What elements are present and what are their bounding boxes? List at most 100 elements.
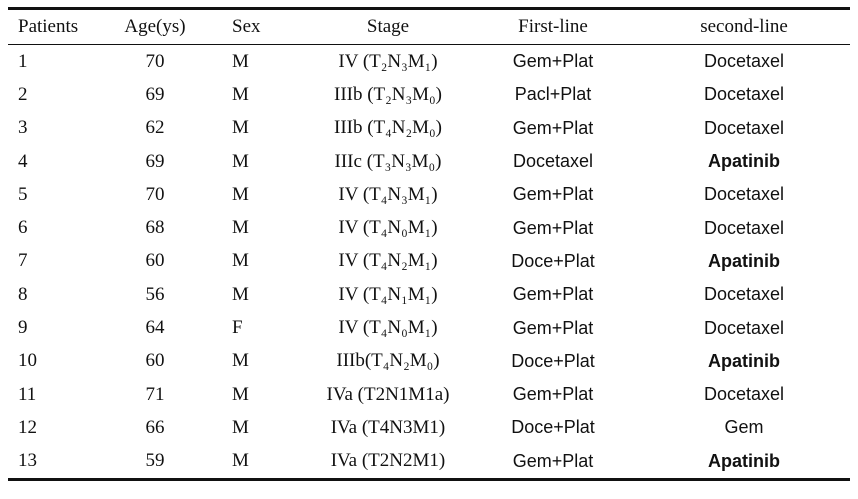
table-cell: Docetaxel [703, 384, 785, 405]
table-row: 3 62 M IIIb (T₄N₂M₀) Gem+Plat Docetaxel [8, 112, 850, 145]
table-cell: IIIb (T₂N₃M₀) [334, 83, 442, 105]
table-cell: IV (T₄N₁M₁) [338, 283, 438, 305]
table-cell: 9 [18, 317, 28, 339]
table-cell: Apatinib [708, 151, 780, 172]
table-cell: M [232, 183, 249, 205]
table-cell: Pacl+Plat [514, 84, 592, 105]
table-cell: Gem+Plat [512, 450, 594, 471]
table-cell: M [232, 416, 249, 438]
table-cell: 70 [145, 183, 165, 205]
header-cell: second-line [700, 16, 788, 37]
table-cell: M [232, 217, 249, 239]
table-cell: Gem+Plat [512, 51, 594, 72]
table-cell: Doce+Plat [511, 350, 595, 371]
table-cell: Apatinib [708, 250, 780, 271]
table-row: 10 60 M IIIb(T₄N₂M₀) Doce+Plat Apatinib [8, 345, 850, 378]
table-cell: Apatinib [708, 450, 780, 471]
table-cell: Gem+Plat [512, 384, 594, 405]
table-cell: 56 [145, 283, 165, 305]
header-cell: Sex [232, 16, 261, 37]
table-cell: IV (T₄N₂M₁) [338, 250, 438, 272]
header-cell: Age(ys) [124, 16, 186, 37]
table-header: Patients Age(ys) Sex Stage First-line second-… [8, 8, 850, 45]
table-cell: Docetaxel [703, 117, 785, 138]
table-cell: Apatinib [708, 350, 780, 371]
table-cell: M [232, 150, 249, 172]
table-cell: Docetaxel [703, 84, 785, 105]
table-cell: M [232, 83, 249, 105]
table-row: 7 60 M IV (T₄N₂M₁) Doce+Plat Apatinib [8, 245, 850, 278]
table-cell: M [232, 383, 249, 405]
table-cell: M [232, 450, 249, 472]
table-cell: Gem+Plat [512, 117, 594, 138]
table-cell: M [232, 350, 249, 372]
table-row: 11 71 M IVa (T2N1M1a) Gem+Plat Docetaxel [8, 378, 850, 411]
table-cell: IVa (T2N1M1a) [326, 383, 450, 405]
table-cell: 7 [18, 250, 28, 272]
table-cell: 64 [145, 317, 165, 339]
table-row: 8 56 M IV (T₄N₁M₁) Gem+Plat Docetaxel [8, 278, 850, 311]
table-cell: 60 [145, 350, 165, 372]
table-cell: IV (T₄N₀M₁) [338, 317, 438, 339]
table-cell: Gem+Plat [512, 284, 594, 305]
table-cell: Doce+Plat [511, 417, 595, 438]
table-cell: 60 [145, 250, 165, 272]
table-cell: IVa (T4N3M1) [330, 416, 446, 438]
table-cell: 70 [145, 50, 165, 72]
table-row: 4 69 M IIIc (T₃N₃M₀) Docetaxel Apatinib [8, 145, 850, 178]
table-cell: 1 [18, 50, 28, 72]
table-cell: Docetaxel [512, 151, 594, 172]
table-cell: 59 [145, 450, 165, 472]
table-row: 2 69 M IIIb (T₂N₃M₀) Pacl+Plat Docetaxel [8, 78, 850, 111]
table-row: 9 64 F IV (T₄N₀M₁) Gem+Plat Docetaxel [8, 311, 850, 344]
table-cell: Gem+Plat [512, 217, 594, 238]
table-cell: 11 [18, 383, 37, 405]
table-cell: Gem [724, 417, 764, 438]
table-cell: IVa (T2N2M1) [330, 450, 446, 472]
table-cell: M [232, 117, 249, 139]
table-cell: Docetaxel [703, 284, 785, 305]
table-cell: IV (T₂N₃M₁) [338, 50, 438, 72]
table-cell: 69 [145, 83, 165, 105]
table-cell: Gem+Plat [512, 317, 594, 338]
table-cell: 69 [145, 150, 165, 172]
table-cell: 4 [18, 150, 28, 172]
table-cell: IIIb (T₄N₂M₀) [334, 117, 442, 139]
table-cell: 2 [18, 83, 28, 105]
table-cell: 13 [18, 450, 37, 472]
table-cell: IV (T₄N₃M₁) [338, 183, 438, 205]
table-cell: 5 [18, 183, 28, 205]
table-cell: 10 [18, 350, 37, 372]
table-cell: 12 [18, 416, 37, 438]
table-cell: Docetaxel [703, 51, 785, 72]
table-row: 6 68 M IV (T₄N₀M₁) Gem+Plat Docetaxel [8, 211, 850, 244]
table-cell: 3 [18, 117, 28, 139]
table-row: 13 59 M IVa (T2N2M1) Gem+Plat Apatinib [8, 445, 850, 480]
table-cell: Docetaxel [703, 317, 785, 338]
table-cell: 68 [145, 217, 165, 239]
header-cell: Patients [18, 16, 79, 37]
header-cell: First-line [518, 16, 588, 37]
table-cell: Gem+Plat [512, 184, 594, 205]
table-cell: Docetaxel [703, 184, 785, 205]
table-cell: 62 [145, 117, 165, 139]
table-cell: 8 [18, 283, 28, 305]
table-body: 1 70 M IV (T₂N₃M₁) Gem+Plat Docetaxel 2 69 M IIIb… [8, 45, 850, 480]
header-row: Patients Age(ys) Sex Stage First-line second-… [8, 8, 850, 45]
patients-table: Patients Age(ys) Sex Stage First-line second-… [8, 7, 850, 481]
table-row: 12 66 M IVa (T4N3M1) Doce+Plat Gem [8, 411, 850, 444]
table-row: 1 70 M IV (T₂N₃M₁) Gem+Plat Docetaxel [8, 45, 850, 79]
table-cell: Doce+Plat [511, 250, 595, 271]
table-cell: IV (T₄N₀M₁) [338, 217, 438, 239]
table-row: 5 70 M IV (T₄N₃M₁) Gem+Plat Docetaxel [8, 178, 850, 211]
table-cell: 6 [18, 217, 28, 239]
header-cell: Stage [366, 16, 410, 37]
table-cell: F [232, 317, 243, 339]
table-cell: M [232, 250, 249, 272]
table-cell: M [232, 50, 249, 72]
table-cell: Docetaxel [703, 217, 785, 238]
table-cell: M [232, 283, 249, 305]
table-cell: IIIc (T₃N₃M₀) [334, 150, 442, 172]
table-cell: 71 [145, 383, 165, 405]
